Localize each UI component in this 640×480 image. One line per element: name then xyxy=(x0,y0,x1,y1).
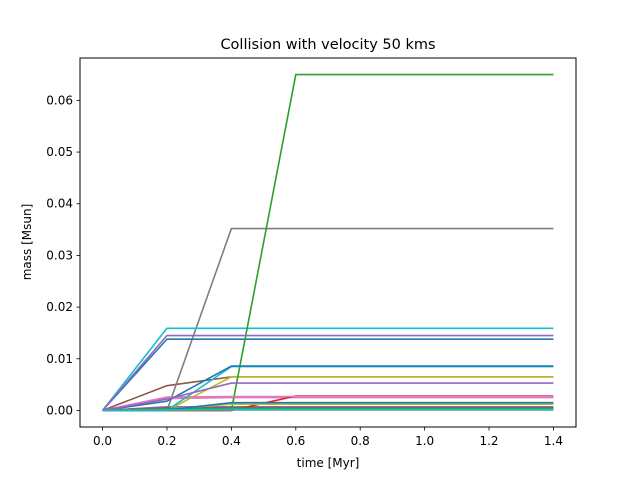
y-tick-label: 0.02 xyxy=(46,300,73,314)
series-layer xyxy=(101,73,554,412)
x-tick-label: 0.2 xyxy=(157,434,176,448)
x-tick-label: 0.0 xyxy=(93,434,112,448)
series-line-6 xyxy=(101,327,554,411)
series-line-17 xyxy=(102,365,554,412)
y-tick-label: 0.04 xyxy=(46,197,73,211)
series-line-22 xyxy=(102,408,554,412)
plot-frame xyxy=(79,57,577,428)
x-axis-title: time [Myr] xyxy=(297,456,360,470)
series-line-13 xyxy=(102,395,554,412)
y-axis-title: mass [Msun] xyxy=(20,204,34,281)
chart-title: Collision with velocity 50 kms xyxy=(220,37,435,53)
x-tick-label: 0.4 xyxy=(222,434,241,448)
x-tick-label: 1.2 xyxy=(479,434,498,448)
y-tick-label: 0.05 xyxy=(46,145,73,159)
x-tick-label: 1.4 xyxy=(544,434,563,448)
y-tick-label: 0.00 xyxy=(46,403,73,417)
y-tick-label: 0.03 xyxy=(46,248,73,262)
x-axis: 0.0 0.2 0.4 0.6 0.8 1.0 1.2 1.4 xyxy=(93,427,563,448)
series-line-7 xyxy=(101,338,554,411)
x-tick-label: 1.0 xyxy=(415,434,434,448)
y-tick-label: 0.06 xyxy=(46,93,73,107)
y-axis: 0.00 0.01 0.02 0.03 0.04 0.05 0.06 xyxy=(46,93,80,417)
series-line-11 xyxy=(101,334,554,411)
series-line-20 xyxy=(102,382,554,412)
x-tick-label: 0.6 xyxy=(286,434,305,448)
x-tick-label: 0.8 xyxy=(351,434,370,448)
y-tick-label: 0.01 xyxy=(46,352,73,366)
